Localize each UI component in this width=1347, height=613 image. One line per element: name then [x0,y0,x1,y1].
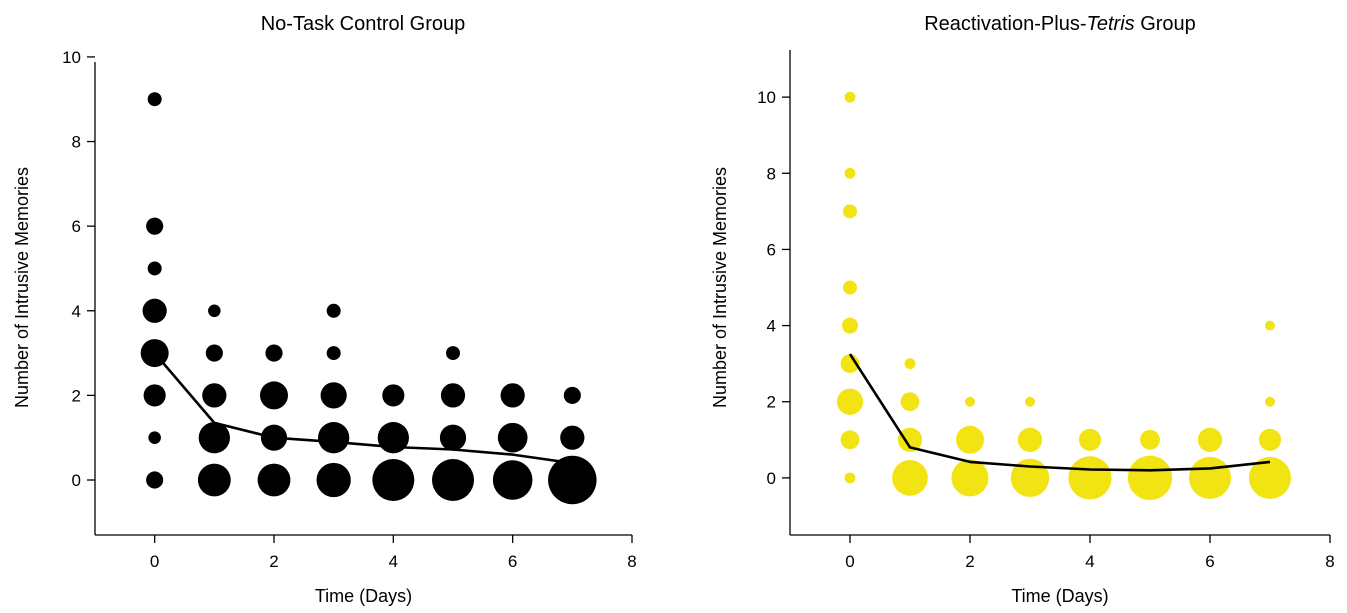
data-point [844,167,856,179]
data-point [1010,458,1050,498]
data-point [372,459,415,501]
data-point [1197,427,1223,452]
data-point [316,462,351,498]
data-point [1258,428,1282,451]
chart-title: Reactivation-Plus-Tetris Group [924,13,1196,35]
x-tick-label: 0 [150,552,159,571]
data-point [840,430,860,450]
data-point [965,396,975,407]
data-point [205,344,223,362]
x-tick-label: 6 [508,552,517,571]
y-tick-label: 6 [767,240,776,259]
y-tick-label: 4 [72,302,81,321]
data-point [198,422,230,454]
x-tick-label: 6 [1205,552,1214,571]
data-point [265,344,283,362]
data-point [326,346,341,361]
y-tick-label: 10 [757,88,776,107]
data-point [548,455,597,505]
y-tick-label: 6 [72,217,81,236]
data-point [836,388,864,415]
data-point [951,459,989,497]
data-point [1140,429,1160,450]
x-tick-label: 8 [1325,552,1334,571]
chart-control: No-Task Control Group 0 2 4 6 8 0 2 4 6 8 10 Time (D… [12,13,637,606]
data-point [1265,320,1275,331]
mean-line [848,353,1271,472]
data-point [1025,396,1035,407]
y-tick-label: 8 [767,164,776,183]
data-point [446,346,460,361]
y-axis-label: Number of Intrusive Memories [710,167,730,408]
data-point [897,427,923,452]
data-point [143,384,166,407]
x-tick-label: 0 [845,552,854,571]
data-point [318,422,350,454]
chart-title: No-Task Control Group [261,13,466,35]
data-point [842,317,858,334]
data-point [844,472,856,484]
data-point [147,261,162,276]
data-point [1249,456,1291,499]
chart-tetris: Reactivation-Plus-Tetris Group 0 2 4 6 8 0 2 4 6 8… [710,13,1335,606]
y-tick-label: 2 [767,393,776,412]
x-axis-label: Time (Days) [315,586,412,606]
mean-line [153,352,573,465]
data-point [560,425,585,450]
data-point [492,460,533,500]
y-tick-label: 0 [767,469,776,488]
data-point [844,91,856,103]
data-point [1068,456,1112,500]
data-point [197,463,231,497]
data-point [843,204,857,219]
data-point [1189,456,1231,499]
x-tick-label: 4 [1085,552,1094,571]
data-point [500,383,525,408]
data-point [382,384,405,407]
x-tick-label: 4 [389,552,398,571]
y-axis-label: Number of Intrusive Memories [12,167,32,408]
x-tick-label: 2 [269,552,278,571]
y-tick-label: 2 [72,386,81,405]
x-tick-label: 2 [965,552,974,571]
data-point [146,217,164,235]
data-point [1127,455,1173,501]
data-point [497,422,528,453]
data-point [563,386,581,404]
data-point [1265,396,1275,407]
data-point [900,392,920,412]
y-tick-label: 10 [62,48,81,67]
x-tick-label: 8 [627,552,636,571]
data-point [326,303,341,318]
data-point [147,92,162,107]
data-point [148,431,161,444]
y-tick-label: 8 [72,133,81,152]
y-tick-label: 4 [767,317,776,336]
data-point [439,424,467,451]
data-point [432,459,474,501]
data-point [320,382,347,409]
data-point [440,383,466,408]
data-point [146,471,164,489]
data-point [142,298,167,323]
data-point [904,358,916,370]
data-point [1078,428,1102,451]
data-point [1017,427,1043,452]
data-point [956,425,984,454]
data-point [202,383,227,408]
data-point [892,460,928,496]
data-point [208,304,221,318]
data-point [843,280,857,295]
data-point [260,381,288,410]
x-axis-label: Time (Days) [1011,586,1108,606]
data-point [840,354,860,374]
data-point [257,463,291,497]
y-tick-label: 0 [72,471,81,490]
